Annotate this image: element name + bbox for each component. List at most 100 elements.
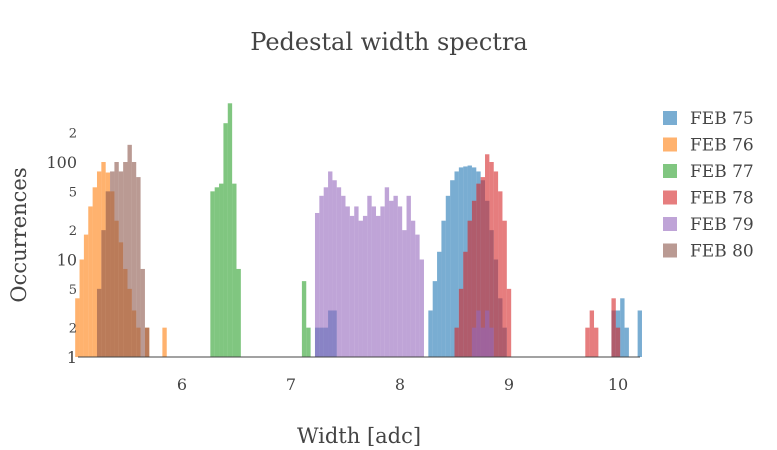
histogram-bar — [458, 288, 464, 357]
histogram-bar — [376, 215, 381, 357]
x-tick-label: 9 — [504, 375, 514, 394]
legend-label: FEB 80 — [690, 242, 754, 262]
histogram-bar — [362, 215, 368, 357]
y-tick-label: 100 — [46, 153, 77, 172]
histogram-bar — [589, 310, 595, 357]
y-tick-labels: 1 10 100 2 5 2 5 2 — [46, 127, 77, 367]
legend-label: FEB 76 — [690, 136, 754, 156]
chart-title: Pedestal width spectra — [250, 28, 527, 56]
x-tick-label: 6 — [177, 375, 187, 394]
histogram-bar — [471, 200, 477, 357]
histogram-bar — [476, 183, 481, 357]
legend-item: FEB 76 — [663, 136, 754, 156]
histogram-bar — [406, 195, 411, 357]
histogram-bar — [162, 327, 167, 357]
histogram-bar — [219, 183, 224, 357]
x-tick-label: 8 — [395, 375, 405, 394]
legend-swatch — [663, 137, 677, 152]
legend: FEB 75 FEB 76 FEB 77 FEB 78 FEB 79 FEB 80 — [663, 109, 754, 262]
histogram-bar — [75, 298, 80, 357]
histogram-bar — [349, 215, 355, 357]
histogram-bar — [458, 167, 464, 357]
legend-swatch — [663, 217, 677, 231]
histogram-bar — [314, 212, 320, 357]
x-axis-title: Width [adc] — [297, 424, 421, 448]
histogram-bar — [489, 162, 494, 357]
histogram-bar — [471, 327, 477, 357]
histogram-bar — [463, 251, 468, 357]
histogram-bar — [415, 234, 420, 357]
histogram-bar — [127, 144, 132, 357]
histogram-bar — [319, 195, 324, 357]
histogram-bar — [410, 220, 416, 357]
histogram-bar — [637, 310, 642, 357]
histogram-bar — [131, 162, 137, 357]
histogram-bar — [615, 327, 621, 357]
histogram-bar — [96, 171, 102, 357]
histogram-bar — [358, 220, 363, 357]
legend-label: FEB 75 — [690, 109, 754, 129]
histogram-bar — [384, 187, 390, 357]
histogram-bar — [110, 171, 115, 357]
histogram-bar — [144, 327, 150, 357]
histogram-bar — [393, 195, 398, 357]
histogram-bar — [232, 183, 237, 357]
series-feb-77 — [210, 103, 311, 357]
histogram-bar — [498, 191, 503, 357]
histogram-bar — [502, 220, 507, 357]
series-feb-79 — [314, 171, 494, 357]
histogram-bar — [101, 230, 106, 357]
histogram-bar — [445, 195, 451, 357]
y-axis-title: Occurrences — [7, 167, 31, 302]
legend-label: FEB 77 — [690, 162, 754, 182]
histogram-bar — [441, 220, 446, 357]
histogram-bar — [96, 288, 102, 357]
histogram-bar — [437, 251, 442, 357]
histogram-bar — [506, 288, 512, 357]
histogram-bar — [397, 206, 403, 357]
y-minor-tick-label: 2 — [69, 322, 77, 337]
histogram-bar — [480, 327, 486, 357]
histogram-bar — [88, 206, 93, 357]
histogram-bar — [345, 206, 350, 357]
histogram-bar — [323, 187, 329, 357]
y-minor-tick-label: 5 — [69, 185, 77, 200]
histogram-bar — [114, 162, 119, 357]
histogram-bar — [92, 187, 97, 357]
series-feb-78 — [454, 154, 621, 357]
histogram-bar — [332, 180, 337, 357]
legend-swatch — [663, 190, 677, 205]
histogram-bar — [136, 177, 141, 357]
histogram-bar — [367, 195, 372, 357]
histogram-bar — [328, 171, 333, 357]
histogram-bar — [450, 180, 455, 357]
histogram-bar — [341, 195, 346, 357]
histogram-bar — [467, 220, 472, 357]
histogram-bar — [624, 327, 629, 357]
histogram-bar — [306, 327, 311, 357]
histogram-bar — [480, 177, 486, 357]
histogram-bar — [402, 230, 407, 357]
histogram-bar — [454, 171, 459, 357]
legend-swatch — [663, 164, 677, 178]
histogram-bar — [371, 206, 377, 357]
series-feb-80 — [96, 144, 150, 357]
x-tick-label: 10 — [608, 375, 628, 394]
histogram-bar — [428, 310, 433, 357]
histogram-bar — [301, 281, 307, 357]
legend-item: FEB 80 — [663, 242, 754, 262]
histogram-bar — [419, 259, 424, 357]
legend-swatch — [663, 243, 677, 258]
histogram-bar — [611, 298, 616, 357]
x-tick-label: 7 — [286, 375, 296, 394]
legend-label: FEB 78 — [690, 189, 754, 209]
histogram-bar — [432, 281, 438, 357]
histogram-bars — [75, 103, 642, 357]
histogram-bar — [118, 171, 124, 357]
histogram-bar — [489, 327, 494, 357]
histogram-bar — [236, 268, 241, 357]
legend-item: FEB 75 — [663, 109, 754, 129]
histogram-bar — [79, 259, 84, 357]
